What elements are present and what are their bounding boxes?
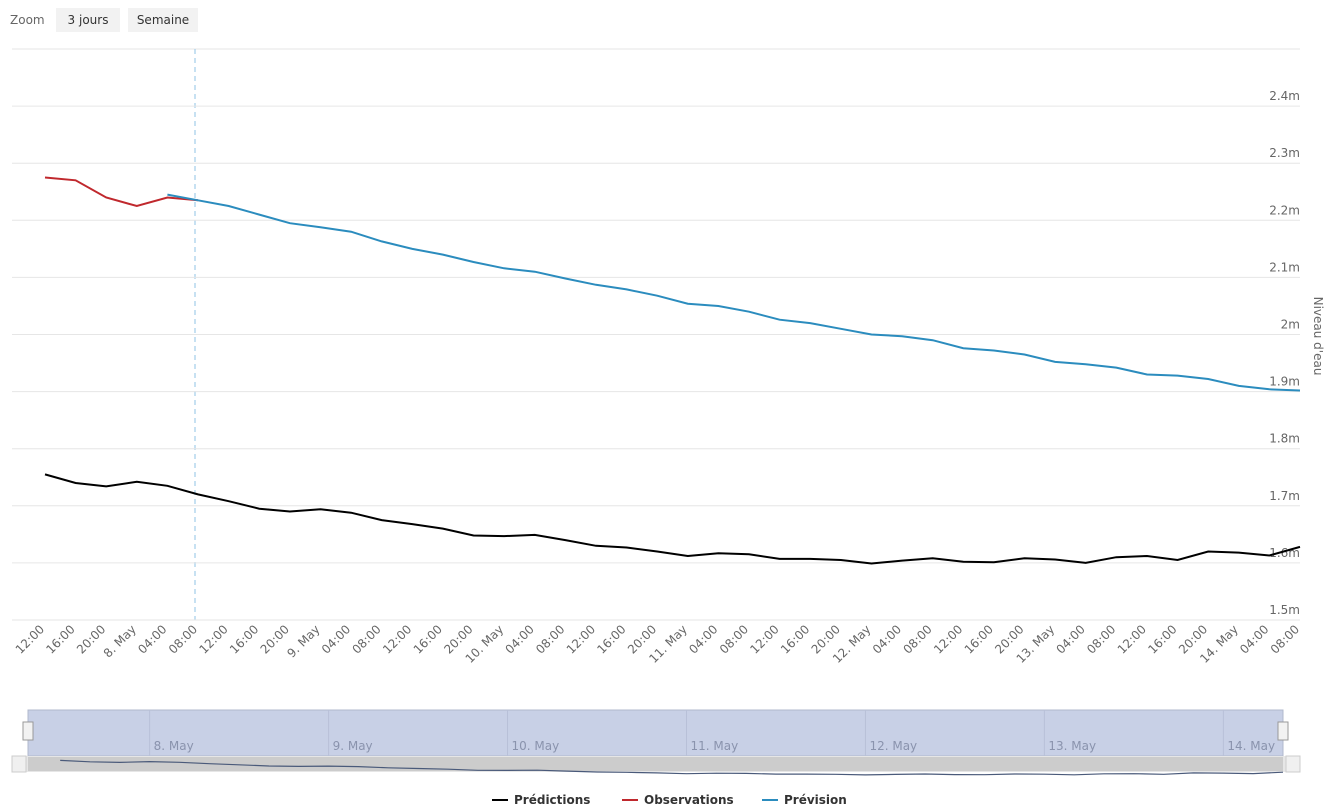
x-tick-label: 12:00 [564, 622, 598, 656]
series-line [44, 176, 199, 208]
x-tick-label: 04:00 [870, 622, 904, 656]
x-tick-label: 16:00 [411, 622, 445, 656]
x-tick-label: 12:00 [931, 622, 965, 656]
zoom-button-bg[interactable] [56, 8, 120, 32]
y-tick-label: 2m [1281, 318, 1300, 332]
x-tick-label: 16:00 [1145, 622, 1179, 656]
zoom-button-bg[interactable] [128, 8, 198, 32]
navigator-label: 13. May [1048, 739, 1096, 753]
navigator-handle[interactable] [22, 721, 34, 741]
x-tick-label: 12:00 [196, 622, 230, 656]
y-tick-label: 1.5m [1269, 603, 1300, 617]
x-tick-label: 12:00 [747, 622, 781, 656]
scrollbar-right[interactable] [1285, 755, 1301, 773]
navigator-label: 10. May [512, 739, 560, 753]
x-tick-label: 12:00 [1115, 622, 1149, 656]
legend-label[interactable]: Prédictions [514, 793, 590, 807]
y-tick-label: 2.3m [1269, 146, 1300, 160]
x-tick-label: 04:00 [686, 622, 720, 656]
x-tick-label: 08:00 [166, 622, 200, 656]
y-tick-label: 1.9m [1269, 375, 1300, 389]
x-tick-label: 04:00 [319, 622, 353, 656]
legend-label[interactable]: Prévision [784, 793, 847, 807]
y-tick-label: 2.2m [1269, 203, 1300, 217]
y-tick-label: 1.8m [1269, 432, 1300, 446]
navigator-label: 11. May [690, 739, 738, 753]
x-tick-label: 08:00 [1084, 622, 1118, 656]
series-line [167, 193, 1301, 392]
zoom-button[interactable]: Semaine [137, 13, 189, 27]
x-tick-label: 04:00 [1053, 622, 1087, 656]
x-tick-label: 08:00 [900, 622, 934, 656]
y-tick-label: 2.1m [1269, 260, 1300, 274]
x-tick-label: 8. May [101, 622, 139, 660]
x-tick-label: 16:00 [227, 622, 261, 656]
x-tick-label: 12:00 [13, 622, 47, 656]
y-tick-label: 1.7m [1269, 489, 1300, 503]
navigator-label: 14. May [1227, 739, 1275, 753]
x-tick-label: 04:00 [503, 622, 537, 656]
y-axis-title: Niveau d'eau [1311, 297, 1325, 376]
legend-label[interactable]: Observations [644, 793, 734, 807]
navigator-label: 12. May [869, 739, 917, 753]
scrollbar-thumb[interactable] [28, 757, 1283, 771]
x-tick-label: 08:00 [717, 622, 751, 656]
navigator-line [60, 759, 1284, 776]
y-tick-label: 2.4m [1269, 89, 1300, 103]
x-tick-label: 08:00 [349, 622, 383, 656]
scrollbar-left[interactable] [11, 755, 27, 773]
navigator-label: 8. May [154, 739, 194, 753]
zoom-label: Zoom [10, 13, 45, 27]
x-tick-label: 12:00 [380, 622, 414, 656]
series-line [44, 473, 1301, 565]
x-tick-label: 04:00 [1237, 622, 1271, 656]
x-tick-label: 08:00 [533, 622, 567, 656]
x-tick-label: 16:00 [43, 622, 77, 656]
navigator-label: 9. May [333, 739, 373, 753]
x-tick-label: 08:00 [1268, 622, 1302, 656]
x-tick-label: 16:00 [594, 622, 628, 656]
navigator-handle[interactable] [1277, 721, 1289, 741]
x-tick-label: 16:00 [962, 622, 996, 656]
x-tick-label: 9. May [284, 622, 322, 660]
zoom-button[interactable]: 3 jours [68, 13, 109, 27]
x-tick-label: 16:00 [778, 622, 812, 656]
x-tick-label: 04:00 [135, 622, 169, 656]
